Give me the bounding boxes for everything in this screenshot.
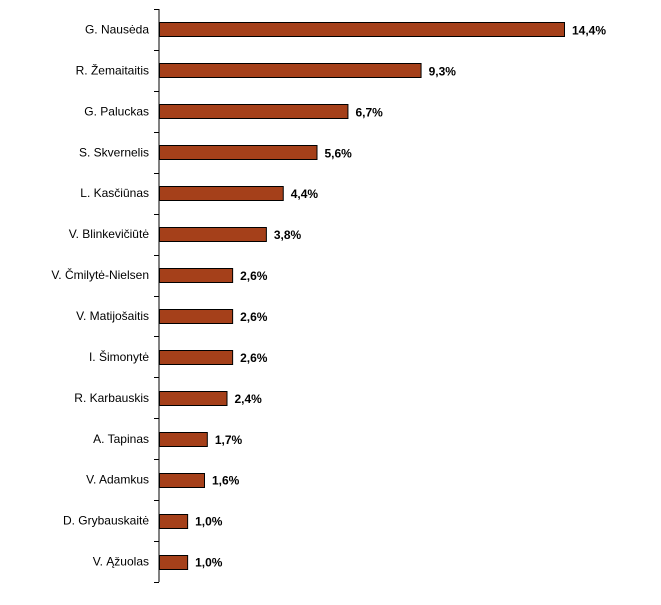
value-label: 2,4% [235, 392, 263, 406]
category-label: V. Ąžuolas [93, 555, 149, 569]
value-label: 4,4% [291, 187, 319, 201]
value-label: 14,4% [572, 23, 606, 37]
value-label: 1,0% [195, 515, 223, 529]
value-label: 6,7% [355, 105, 383, 119]
bar [159, 268, 234, 283]
bar [159, 514, 189, 529]
bar [159, 432, 208, 447]
category-label: V. Matijošaitis [76, 309, 149, 323]
value-label: 9,3% [429, 64, 457, 78]
category-label: V. Blinkevičiūtė [69, 227, 150, 241]
category-label: V. Čmilytė-Nielsen [51, 267, 149, 282]
bar [159, 186, 284, 201]
bar [159, 350, 234, 365]
bar [159, 555, 189, 570]
value-label: 2,6% [240, 310, 268, 324]
value-label: 2,6% [240, 351, 268, 365]
axis-layer [154, 9, 160, 583]
bar [159, 309, 234, 324]
bar [159, 104, 349, 119]
category-label: R. Žemaitaitis [76, 62, 149, 77]
category-label: L. Kasčiūnas [80, 186, 149, 200]
value-label: 2,6% [240, 269, 268, 283]
category-label: G. Paluckas [84, 104, 149, 118]
value-label: 5,6% [325, 146, 353, 160]
bar [159, 145, 318, 160]
value-label: 1,6% [212, 474, 240, 488]
value-label: 1,0% [195, 556, 223, 570]
value-label: 3,8% [274, 228, 302, 242]
bar [159, 391, 228, 406]
category-label: S. Skvernelis [79, 145, 149, 159]
bar [159, 473, 205, 488]
bar [159, 22, 565, 37]
labels-layer: G. Nausėda 14,4% R. Žemaitaitis 9,3% G. Palu… [51, 22, 606, 569]
bar [159, 227, 267, 242]
bar [159, 63, 422, 78]
bars-layer [159, 22, 565, 570]
category-label: V. Adamkus [86, 473, 149, 487]
value-label: 1,7% [215, 433, 243, 447]
category-label: R. Karbauskis [74, 391, 149, 405]
category-label: G. Nausėda [85, 22, 149, 36]
category-label: I. Šimonytė [89, 349, 149, 364]
category-label: D. Grybauskaitė [63, 514, 149, 528]
category-label: A. Tapinas [93, 432, 149, 446]
